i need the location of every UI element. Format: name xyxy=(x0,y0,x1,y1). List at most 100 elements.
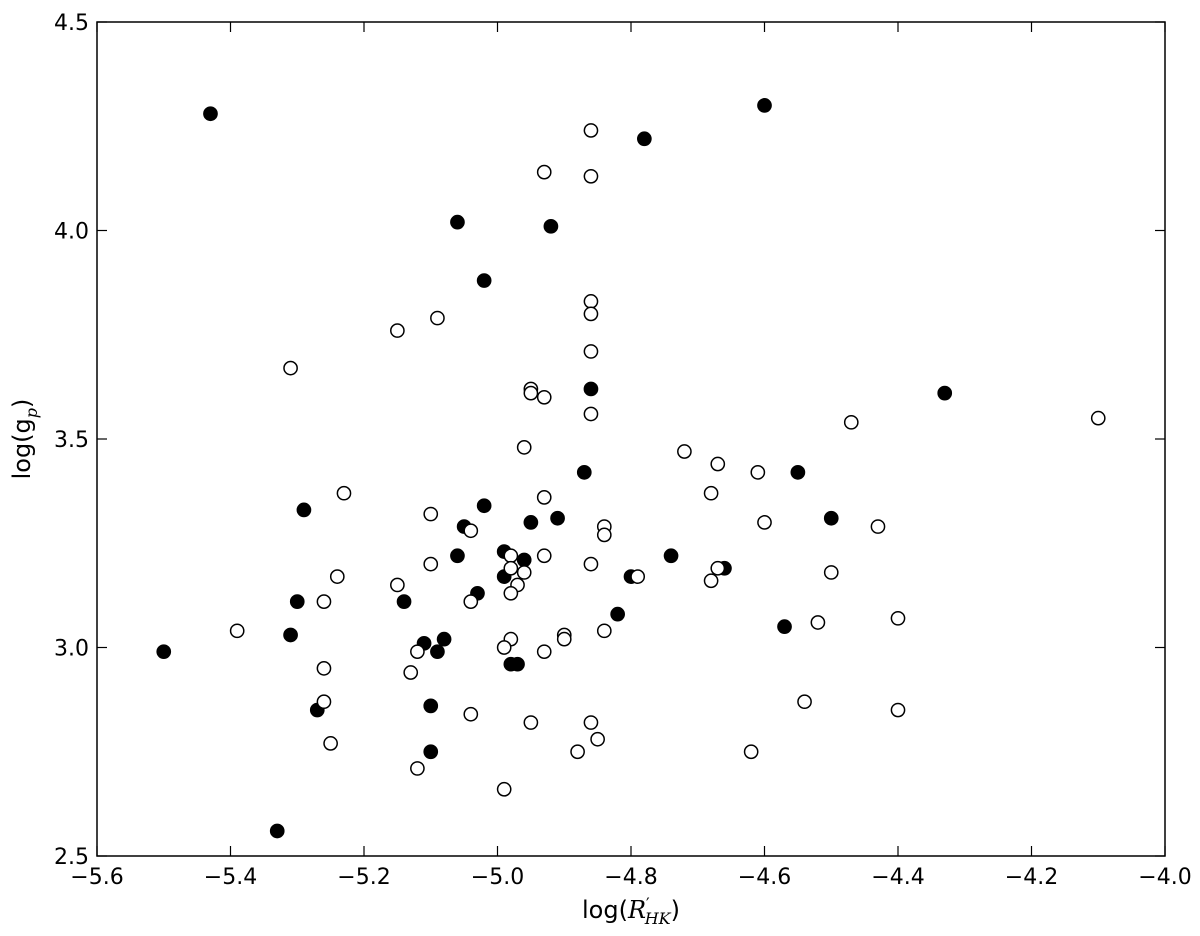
open-data-point xyxy=(556,631,572,647)
open-data-point xyxy=(823,565,839,580)
open-data-point xyxy=(810,615,826,630)
filled-data-point xyxy=(423,698,439,714)
y-tick-label: 2.5 xyxy=(54,845,89,870)
open-data-point xyxy=(329,569,345,584)
open-data-point xyxy=(703,573,719,589)
open-data-point xyxy=(596,623,612,639)
x-tick-label: −4.0 xyxy=(1138,865,1191,890)
open-data-point xyxy=(523,385,539,401)
open-data-point xyxy=(430,310,445,326)
open-data-point xyxy=(710,456,726,472)
open-data-point xyxy=(570,744,585,760)
filled-data-point xyxy=(516,552,532,568)
open-data-point xyxy=(390,323,405,338)
plot-frame xyxy=(96,21,1166,857)
open-data-point xyxy=(503,548,519,564)
open-data-point xyxy=(336,485,352,501)
open-data-point xyxy=(677,444,692,459)
y-tick-label: 4.5 xyxy=(54,11,89,36)
y-tick-label: 3.5 xyxy=(54,428,89,453)
filled-data-point xyxy=(396,594,412,609)
open-data-point xyxy=(503,585,519,601)
filled-data-point xyxy=(937,385,953,401)
open-data-point xyxy=(496,781,512,797)
filled-data-point xyxy=(523,515,539,530)
filled-data-point xyxy=(823,510,839,526)
data-points xyxy=(156,98,1106,839)
open-data-point xyxy=(410,761,425,776)
open-data-point xyxy=(890,702,906,718)
x-tick-label: −4.2 xyxy=(1005,865,1058,890)
open-data-point xyxy=(536,644,552,660)
filled-data-point xyxy=(156,644,172,660)
y-tick-label: 3.0 xyxy=(54,637,89,662)
filled-data-point xyxy=(543,218,559,234)
open-data-point xyxy=(496,640,512,655)
open-data-point xyxy=(583,123,599,138)
open-data-point xyxy=(316,594,332,609)
filled-data-point xyxy=(423,744,439,760)
open-data-point xyxy=(463,523,479,539)
open-data-point xyxy=(890,610,906,626)
open-data-point xyxy=(843,414,859,430)
open-data-point xyxy=(463,706,479,722)
open-data-point xyxy=(750,465,766,480)
open-data-point xyxy=(536,164,552,180)
x-tick-label: −4.4 xyxy=(871,865,924,890)
x-tick-label: −5.2 xyxy=(337,865,390,890)
filled-data-point xyxy=(203,106,218,122)
filled-data-point xyxy=(269,823,285,839)
open-data-point xyxy=(703,485,719,501)
x-tick-label: −5.4 xyxy=(204,865,257,890)
open-data-point xyxy=(870,519,886,534)
filled-data-point xyxy=(476,273,492,288)
filled-data-point xyxy=(610,606,626,622)
open-data-point xyxy=(583,168,599,184)
open-data-point xyxy=(710,560,726,576)
open-data-point xyxy=(536,548,552,564)
filled-data-point xyxy=(576,465,592,480)
y-axis-label: log(gp) xyxy=(8,399,41,480)
open-data-point xyxy=(316,661,332,676)
filled-data-point xyxy=(777,619,792,635)
filled-data-point xyxy=(283,627,298,643)
open-data-point xyxy=(536,389,552,405)
open-data-point xyxy=(503,560,519,576)
open-data-point xyxy=(757,515,772,530)
filled-data-point xyxy=(450,214,465,230)
open-data-point xyxy=(463,594,479,609)
open-data-point xyxy=(583,344,599,359)
open-data-point xyxy=(1090,410,1106,426)
filled-data-point xyxy=(757,98,772,113)
filled-data-point xyxy=(289,594,305,609)
open-data-point xyxy=(516,565,532,580)
axis-ticks: −5.6 −5.4 −5.2 −5.0 −4.8 −4.6 −4.4 −4.2 −4.0 2.5 3… xyxy=(54,11,1192,890)
open-data-point xyxy=(596,527,612,543)
open-data-point xyxy=(283,360,298,376)
open-data-point xyxy=(583,715,599,730)
open-data-point xyxy=(390,577,405,593)
filled-data-point xyxy=(550,510,565,526)
x-tick-label: −5.6 xyxy=(70,865,123,890)
filled-data-point xyxy=(663,548,679,564)
open-data-point xyxy=(410,644,425,660)
x-tick-label: −4.6 xyxy=(738,865,791,890)
open-data-point xyxy=(229,623,245,639)
filled-data-point xyxy=(430,644,445,660)
filled-data-point xyxy=(436,631,452,647)
open-data-point xyxy=(797,694,812,710)
open-data-point xyxy=(423,506,439,522)
x-tick-label: −4.8 xyxy=(604,865,657,890)
open-data-point xyxy=(590,731,605,747)
open-data-point xyxy=(743,744,759,760)
filled-data-point xyxy=(296,502,312,518)
open-data-point xyxy=(423,556,439,572)
open-data-point xyxy=(583,406,599,422)
open-data-point xyxy=(536,490,552,505)
open-data-point xyxy=(323,736,338,751)
open-data-point xyxy=(630,569,646,584)
filled-data-point xyxy=(637,131,652,147)
open-data-point xyxy=(583,556,599,572)
